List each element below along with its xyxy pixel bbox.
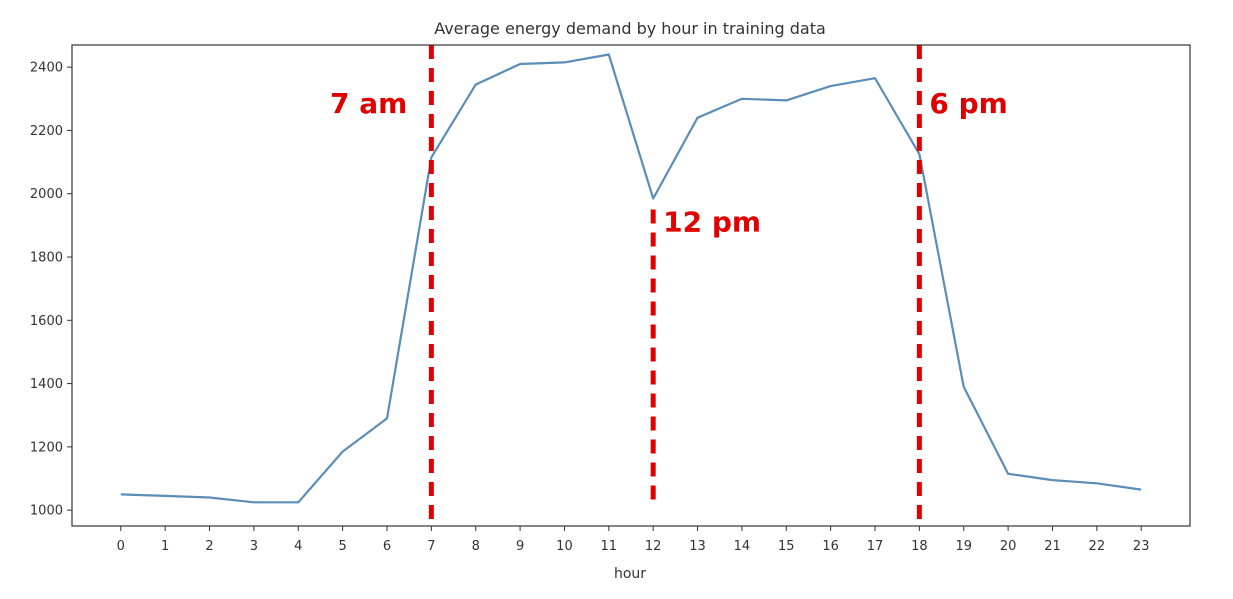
x-axis-label: hour [614, 566, 646, 582]
x-tick-label: 22 [1089, 539, 1106, 554]
x-tick-label: 2 [205, 539, 213, 554]
x-tick-label: 23 [1133, 539, 1150, 554]
x-tick-label: 12 [645, 539, 662, 554]
chart-title: Average energy demand by hour in trainin… [434, 19, 826, 38]
x-tick-label: 3 [250, 539, 258, 554]
y-tick-label: 2200 [30, 124, 63, 139]
x-tick-label: 19 [955, 539, 972, 554]
x-tick-label: 18 [911, 539, 928, 554]
y-tick-label: 2000 [30, 187, 63, 202]
x-tick-label: 17 [867, 539, 884, 554]
x-tick-label: 0 [117, 539, 125, 554]
y-tick-label: 1200 [30, 440, 63, 455]
x-tick-label: 8 [472, 539, 480, 554]
annotation-label: 6 pm [929, 87, 1007, 120]
x-tick-label: 5 [338, 539, 346, 554]
x-tick-label: 13 [689, 539, 706, 554]
x-tick-label: 9 [516, 539, 524, 554]
y-tick-label: 1400 [30, 377, 63, 392]
annotation-label: 7 am [330, 87, 407, 120]
x-tick-label: 14 [734, 539, 751, 554]
x-tick-label: 6 [383, 539, 391, 554]
x-tick-label: 7 [427, 539, 435, 554]
y-tick-label: 1600 [30, 314, 63, 329]
x-tick-label: 16 [822, 539, 839, 554]
x-tick-label: 1 [161, 539, 169, 554]
x-tick-label: 11 [601, 539, 618, 554]
x-tick-label: 21 [1044, 539, 1061, 554]
y-tick-label: 1800 [30, 251, 63, 266]
y-tick-label: 2400 [30, 61, 63, 76]
x-tick-label: 15 [778, 539, 795, 554]
series-line [120, 53, 1142, 504]
annotation-label: 12 pm [663, 206, 761, 239]
x-tick-label: 20 [1000, 539, 1017, 554]
plot-frame [71, 44, 1191, 527]
y-tick-label: 1000 [30, 504, 63, 519]
x-tick-label: 4 [294, 539, 302, 554]
x-tick-label: 10 [556, 539, 573, 554]
